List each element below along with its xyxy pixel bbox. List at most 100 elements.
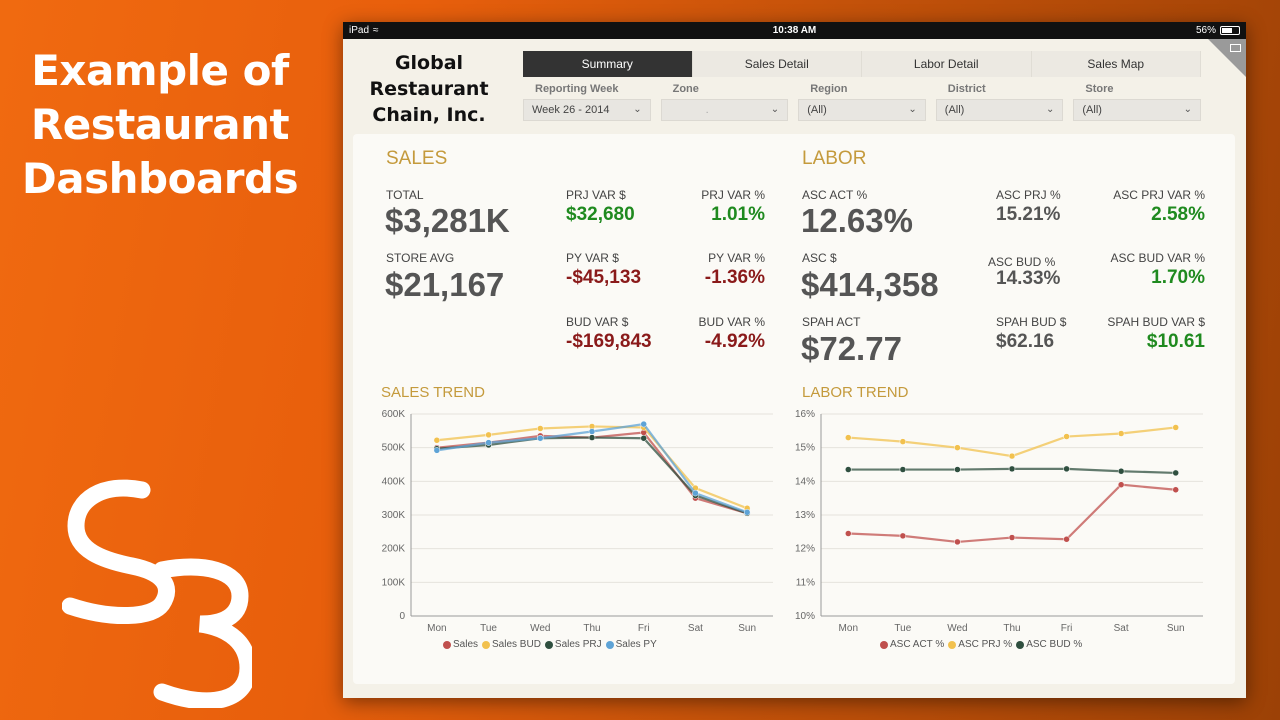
y-tick-label: 13% bbox=[795, 510, 815, 521]
filter-region: Region (All) ⌄ bbox=[798, 83, 926, 121]
y-tick-label: 12% bbox=[795, 544, 815, 555]
spah-bud-label: SPAH BUD $ bbox=[996, 315, 1067, 329]
wifi-icon: ≈ bbox=[373, 25, 379, 36]
x-tick-label: Mon bbox=[839, 623, 858, 634]
prj-var-p-label: PRJ VAR % bbox=[701, 188, 765, 202]
y-tick-label: 500K bbox=[382, 443, 406, 454]
x-tick-label: Sat bbox=[688, 623, 703, 634]
company-name: Global Restaurant Chain, Inc. bbox=[369, 52, 489, 126]
x-tick-label: Fri bbox=[1061, 623, 1073, 634]
x-tick-label: Wed bbox=[530, 623, 550, 634]
reporting-week-select[interactable]: Week 26 - 2014 ⌄ bbox=[523, 99, 651, 121]
page-curl[interactable] bbox=[1208, 39, 1246, 77]
data-point bbox=[1063, 433, 1070, 440]
data-point bbox=[899, 438, 907, 445]
y-tick-label: 11% bbox=[796, 577, 815, 588]
data-point bbox=[433, 437, 441, 444]
py-var-p-label: PY VAR % bbox=[708, 251, 765, 265]
spah-act: $72.77 bbox=[801, 330, 902, 367]
y-tick-label: 0 bbox=[399, 611, 405, 622]
data-point bbox=[433, 447, 441, 454]
legend-marker bbox=[880, 640, 888, 649]
data-point bbox=[640, 420, 647, 428]
menu-icon[interactable] bbox=[1230, 44, 1241, 52]
data-point bbox=[537, 425, 544, 432]
tab-sales-detail[interactable]: Sales Detail bbox=[693, 51, 862, 77]
data-point bbox=[845, 434, 852, 441]
data-point bbox=[485, 431, 492, 439]
labor-title: LABOR bbox=[802, 148, 867, 169]
x-tick-label: Tue bbox=[480, 623, 497, 634]
device-label: iPad bbox=[349, 25, 370, 36]
data-point bbox=[1063, 465, 1070, 473]
y-tick-label: 100K bbox=[382, 577, 406, 588]
sales-trend-chart: 0 100K 200K 300K 400K 500K 600K Mon Tue Wed Thu Fri… bbox=[382, 409, 773, 634]
tab-sales-map[interactable]: Sales Map bbox=[1032, 51, 1201, 77]
asc-act: 12.63% bbox=[801, 202, 913, 239]
data-point bbox=[588, 434, 596, 441]
series-line bbox=[848, 426, 1176, 458]
bud-var-d: -$169,843 bbox=[566, 331, 652, 352]
data-point bbox=[1008, 465, 1016, 473]
x-tick-label: Mon bbox=[427, 623, 446, 634]
filter-label: District bbox=[947, 83, 986, 95]
x-tick-label: Thu bbox=[1003, 623, 1020, 634]
data-point bbox=[640, 434, 647, 442]
data-point bbox=[845, 466, 852, 473]
store-avg: $21,167 bbox=[385, 266, 505, 303]
series-line bbox=[848, 483, 1176, 544]
data-point bbox=[1117, 467, 1125, 475]
labor-trend-legend: ASC ACT % ASC PRJ % ASC BUD % bbox=[880, 639, 1082, 650]
asc-bud-var: 1.70% bbox=[1151, 267, 1205, 288]
bud-var-d-label: BUD VAR $ bbox=[566, 315, 629, 329]
sales-title: SALES bbox=[386, 148, 448, 169]
data-point bbox=[743, 509, 751, 516]
py-var-p: -1.36% bbox=[704, 267, 765, 288]
legend-item: ASC PRJ % bbox=[948, 639, 1012, 650]
chevron-down-icon: ⌄ bbox=[1045, 104, 1055, 115]
legend-item: Sales BUD bbox=[482, 639, 541, 650]
filter-district: District (All) ⌄ bbox=[935, 83, 1064, 121]
prj-var-d: $32,680 bbox=[566, 204, 635, 225]
data-point bbox=[899, 532, 907, 540]
filter-label: Zone bbox=[672, 83, 699, 95]
bud-var-p-label: BUD VAR % bbox=[698, 315, 765, 329]
data-point bbox=[1008, 534, 1016, 541]
store-select[interactable]: (All) ⌄ bbox=[1073, 99, 1201, 121]
data-point bbox=[537, 434, 544, 442]
legend-item: Sales PRJ bbox=[544, 639, 602, 650]
data-point bbox=[485, 439, 492, 446]
asc-d-label: ASC $ bbox=[802, 251, 837, 265]
x-tick-label: Thu bbox=[583, 623, 600, 634]
y-tick-label: 200K bbox=[382, 544, 406, 555]
legend-item: ASC ACT % bbox=[880, 639, 944, 650]
filter-reporting-week: Reporting Week Week 26 - 2014 ⌄ bbox=[523, 83, 651, 121]
filter-label: Reporting Week bbox=[535, 83, 619, 95]
spah-bud-var-label: SPAH BUD VAR $ bbox=[1107, 315, 1205, 329]
zone-select[interactable]: . ⌄ bbox=[660, 99, 789, 121]
y-tick-label: 10% bbox=[795, 611, 815, 622]
sales-trend-title: SALES TREND bbox=[381, 384, 485, 401]
tab-labor-detail[interactable]: Labor Detail bbox=[862, 51, 1032, 77]
status-bar: iPad ≈ 10:38 AM 56% bbox=[343, 22, 1246, 39]
data-point bbox=[1063, 535, 1070, 543]
brand-logo bbox=[62, 479, 252, 708]
sales-trend-legend: Sales Sales BUD Sales PRJ Sales PY bbox=[443, 639, 657, 650]
legend-item: Sales bbox=[443, 639, 478, 650]
chevron-down-icon: ⌄ bbox=[770, 104, 780, 115]
filter-bar: Reporting Week Week 26 - 2014 ⌄ Zone . ⌄ R… bbox=[523, 83, 1201, 121]
prj-var-p: 1.01% bbox=[711, 204, 765, 225]
bud-var-p: -4.92% bbox=[704, 331, 765, 352]
asc-act-label: ASC ACT % bbox=[802, 188, 868, 202]
district-select[interactable]: (All) ⌄ bbox=[935, 99, 1064, 121]
x-tick-label: Tue bbox=[894, 623, 911, 634]
data-point bbox=[1172, 469, 1179, 477]
headline: Example of Restaurant Dashboards bbox=[21, 46, 299, 203]
tab-summary[interactable]: Summary bbox=[523, 51, 693, 77]
y-tick-label: 400K bbox=[382, 476, 406, 487]
x-tick-label: Fri bbox=[638, 623, 650, 634]
chevron-down-icon: ⌄ bbox=[908, 104, 917, 115]
data-point bbox=[1008, 452, 1016, 460]
chevron-down-icon: ⌄ bbox=[1183, 104, 1192, 115]
region-select[interactable]: (All) ⌄ bbox=[798, 99, 926, 121]
